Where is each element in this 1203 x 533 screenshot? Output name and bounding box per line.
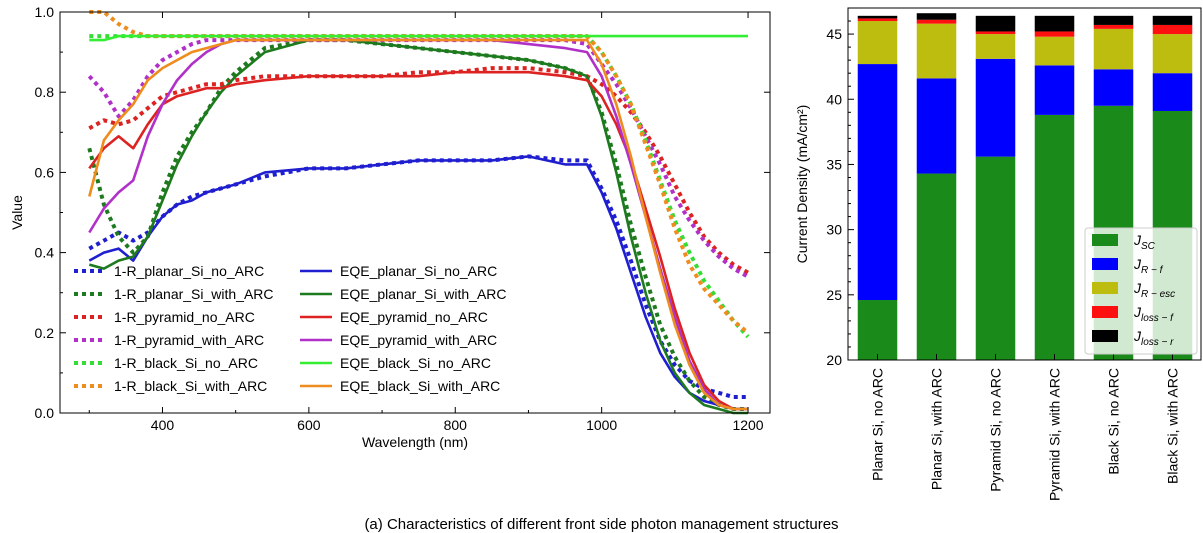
legend-label-1-R_black_Si_with_ARC: 1-R_black_Si_with_ARC — [114, 378, 267, 394]
legend-label-J_loss-f: Jloss − f — [1133, 304, 1174, 324]
y-tick-label: 0.2 — [35, 325, 55, 341]
y-tick-label: 35 — [826, 156, 842, 172]
bar-segment-J_loss-r — [1093, 15, 1134, 25]
bar-segment-J_loss-r — [1152, 15, 1193, 25]
bar-segment-J_SC — [857, 300, 898, 360]
legend-label-1-R_pyramid_no_ARC: 1-R_pyramid_no_ARC — [114, 309, 255, 325]
legend-label-1-R_black_Si_no_ARC: 1-R_black_Si_no_ARC — [114, 355, 258, 371]
bar-segment-J_R-esc — [1034, 36, 1075, 66]
legend-swatch-J_SC — [1092, 234, 1118, 246]
category-label: Planar Si, no ARC — [870, 368, 886, 481]
y-tick-label: 20 — [826, 352, 842, 368]
bar-segment-J_loss-r — [916, 13, 957, 20]
bar-chart-frame — [847, 7, 1202, 361]
legend-label-J_loss-r: Jloss − r — [1133, 328, 1174, 348]
legend-label-J_R-f: JR − f — [1133, 256, 1164, 276]
legend-label-1-R_planar_Si_with_ARC: 1-R_planar_Si_with_ARC — [114, 286, 274, 302]
legend-label-EQE_pyramid_no_ARC: EQE_pyramid_no_ARC — [340, 309, 488, 325]
x-tick-label: 1200 — [732, 417, 763, 433]
bar-segment-J_R-f — [1034, 65, 1075, 115]
legend-label-EQE_black_Si_no_ARC: EQE_black_Si_no_ARC — [340, 355, 491, 371]
line-series-1-R_pyramid_no_ARC — [88, 66, 749, 275]
bar-segment-J_loss-f — [1034, 31, 1075, 37]
bar-segment-J_R-f — [975, 58, 1016, 157]
y-tick-label: 0.6 — [35, 164, 55, 180]
legend-swatch-J_R-f — [1092, 258, 1118, 270]
bar-segment-J_loss-f — [857, 18, 898, 22]
legend-swatch-J_R-esc — [1092, 282, 1118, 294]
bar-segment-J_SC — [916, 173, 957, 360]
bar-segment-J_R-f — [916, 78, 957, 174]
y-tick-label: 0.8 — [35, 84, 55, 100]
legend-label-1-R_planar_Si_no_ARC: 1-R_planar_Si_no_ARC — [114, 263, 264, 279]
bar-segment-J_R-f — [1093, 69, 1134, 106]
line-series-EQE_planar_Si_no_ARC — [88, 155, 748, 411]
legend-label-EQE_black_Si_with_ARC: EQE_black_Si_with_ARC — [340, 378, 500, 394]
stacked-bar-chart: Planar Si, no ARC Planar Si, with ARC Pyra… — [794, 7, 1202, 501]
figure-caption: (a) Characteristics of different front s… — [364, 516, 839, 533]
category-label: Pyramid Si, no ARC — [988, 368, 1004, 492]
line-series-EQE_pyramid_with_ARC — [88, 38, 748, 411]
x-tick-label: 1000 — [586, 417, 617, 433]
category-label: Planar Si, with ARC — [929, 368, 945, 490]
bar-segment-J_loss-f — [975, 31, 1016, 35]
y-tick-label: 30 — [826, 222, 842, 238]
bar-segment-J_loss-f — [1093, 24, 1134, 29]
y-tick-label: 45 — [826, 26, 842, 42]
y-tick-label: 1.0 — [35, 4, 55, 20]
bar-segment-J_loss-r — [1034, 15, 1075, 32]
bar-segment-J_loss-r — [975, 15, 1016, 32]
bar-segment-J_loss-r — [857, 15, 898, 19]
line-chart-legend: 1-R_planar_Si_no_ARC 1-R_planar_Si_with_A… — [74, 263, 507, 394]
legend-label-EQE_pyramid_with_ARC: EQE_pyramid_with_ARC — [340, 332, 497, 348]
y-axis-label: Current Density (mA/cm²) — [794, 105, 810, 264]
bar-segment-J_R-esc — [916, 23, 957, 79]
legend-label-EQE_planar_Si_with_ARC: EQE_planar_Si_with_ARC — [340, 286, 507, 302]
legend-label-J_SC: JSC — [1133, 232, 1156, 252]
y-tick-label: 40 — [826, 91, 842, 107]
line-series-EQE_black_Si_with_ARC — [88, 38, 748, 411]
x-axis-label: Wavelength (nm) — [362, 434, 468, 450]
category-label: Black Si, no ARC — [1106, 368, 1122, 475]
bar-segment-J_SC — [975, 156, 1016, 360]
y-tick-label: 0.4 — [35, 245, 55, 261]
bar-segment-J_SC — [1034, 114, 1075, 360]
line-series-EQE_pyramid_no_ARC — [88, 70, 748, 411]
bar-segment-J_loss-f — [1152, 24, 1193, 35]
bar-segment-J_R-f — [1152, 73, 1193, 111]
line-series-group — [87, 10, 750, 415]
x-tick-label: 400 — [151, 417, 175, 433]
category-label: Pyramid Si, with ARC — [1047, 368, 1063, 501]
bar-segment-J_R-esc — [1093, 28, 1134, 70]
bar-segment-J_R-esc — [857, 21, 898, 65]
legend-label-1-R_pyramid_with_ARC: 1-R_pyramid_with_ARC — [114, 332, 264, 348]
bar-segment-J_R-esc — [975, 34, 1016, 59]
line-series-EQE_black_Si_no_ARC — [89, 34, 748, 42]
x-tick-label: 600 — [297, 417, 321, 433]
bar-segment-J_R-esc — [1152, 34, 1193, 74]
legend-swatch-J_loss-r — [1092, 330, 1118, 342]
x-tick-label: 800 — [444, 417, 468, 433]
y-tick-label: 0.0 — [35, 405, 55, 421]
category-label: Black Si, with ARC — [1165, 368, 1181, 484]
y-tick-label: 25 — [826, 287, 842, 303]
y-axis-label: Value — [9, 195, 25, 230]
bar-segment-J_R-f — [857, 64, 898, 301]
bar-chart-legend: JSC JR − f JR − esc Jloss − f Jloss − r — [1084, 227, 1198, 355]
legend-label-EQE_planar_Si_no_ARC: EQE_planar_Si_no_ARC — [340, 263, 497, 279]
legend-label-J_R-esc: JR − esc — [1133, 280, 1175, 300]
legend-swatch-J_loss-f — [1092, 306, 1118, 318]
line-series-EQE_planar_Si_with_ARC — [88, 38, 748, 415]
line-chart: 400 600 800 1000 1200 0.0 0.2 0.4 0.6 0.8 1.0 Wavel… — [9, 4, 771, 450]
bar-segment-J_loss-f — [916, 19, 957, 24]
